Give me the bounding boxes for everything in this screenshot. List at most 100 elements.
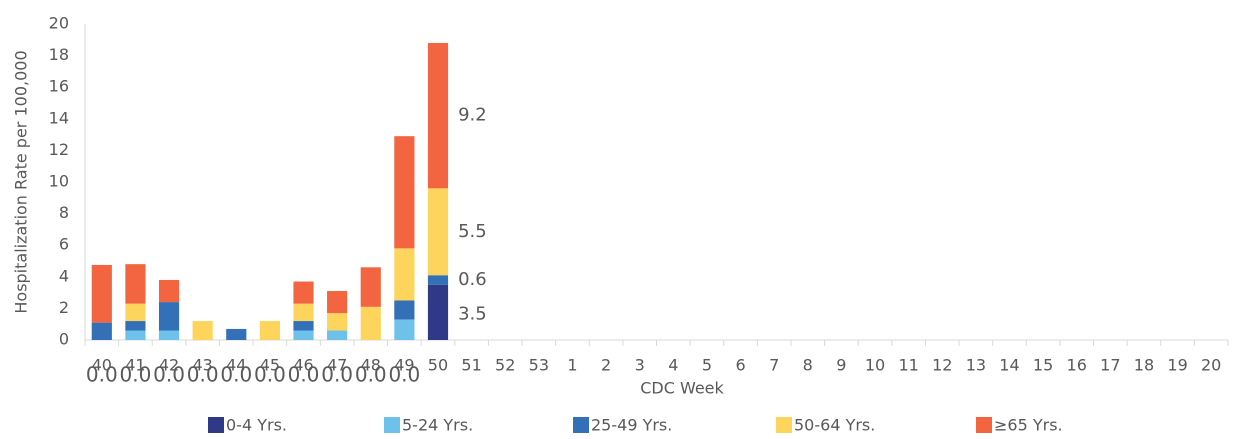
bar-segment: [293, 321, 314, 331]
x-tick-label: 12: [932, 356, 952, 375]
data-label: 0.0: [321, 363, 353, 387]
bar-segment: [360, 306, 381, 340]
legend-label: ≥65 Yrs.: [994, 416, 1063, 435]
x-tick-label: 13: [966, 356, 986, 375]
data-label: 0.0: [187, 363, 219, 387]
bar-segment: [427, 42, 449, 189]
data-label: 0.0: [120, 363, 152, 387]
x-tick-label: 20: [1201, 356, 1221, 375]
data-label: 0.0: [254, 363, 286, 387]
bar-segment: [125, 321, 146, 331]
legend-label: 0-4 Yrs.: [226, 416, 287, 435]
x-tick-label: 8: [803, 356, 813, 375]
data-label: 0.0: [288, 363, 320, 387]
bar-segment: [394, 319, 415, 340]
bar-segment: [293, 330, 314, 340]
bar-segment: [158, 302, 180, 331]
bar-segment: [91, 322, 112, 340]
x-tick-label: 45: [260, 356, 280, 375]
bar-segment: [327, 313, 348, 331]
y-tick-label: 18: [49, 45, 69, 64]
bar-segment: [158, 279, 180, 303]
bar-segment: [327, 291, 348, 314]
bar-segment: [394, 248, 415, 301]
y-tick-label: 8: [59, 203, 69, 222]
bar-segment: [259, 321, 280, 340]
x-tick-label: 4: [668, 356, 678, 375]
y-tick-label: 16: [49, 77, 69, 96]
bar-segment: [427, 188, 449, 276]
x-tick-label: 5: [702, 356, 712, 375]
x-tick-label: 18: [1134, 356, 1154, 375]
x-tick-label: 49: [394, 356, 414, 375]
x-tick-label: 46: [293, 356, 313, 375]
bar-segment: [91, 264, 112, 323]
bar-segment: [125, 330, 146, 340]
y-tick-label: 4: [59, 266, 69, 285]
data-label: 0.0: [388, 363, 420, 387]
legend-swatch: [384, 417, 400, 433]
x-tick-label: 7: [769, 356, 779, 375]
x-tick-label: 2: [601, 356, 611, 375]
bar-segment: [192, 321, 213, 340]
data-label: 0.0: [355, 363, 387, 387]
data-label: 5.5: [458, 221, 487, 242]
x-tick-label: 50: [428, 356, 448, 375]
x-tick-label: 42: [159, 356, 179, 375]
x-tick-label: 17: [1100, 356, 1120, 375]
x-tick-label: 15: [1033, 356, 1053, 375]
bar-segment: [360, 267, 381, 307]
y-tick-label: 10: [49, 172, 69, 191]
x-tick-label: 6: [735, 356, 745, 375]
data-label: 0.0: [153, 363, 185, 387]
legend-swatch: [776, 417, 792, 433]
x-tick-label: 51: [461, 356, 481, 375]
x-tick-label: 16: [1067, 356, 1087, 375]
x-tick-label: 53: [529, 356, 549, 375]
x-tick-label: 52: [495, 356, 515, 375]
x-tick-label: 3: [635, 356, 645, 375]
legend-swatch: [208, 417, 224, 433]
y-tick-label: 14: [49, 108, 69, 127]
y-tick-label: 0: [59, 330, 69, 349]
x-tick-label: 9: [836, 356, 846, 375]
x-tick-label: 41: [125, 356, 145, 375]
data-label: 3.5: [458, 303, 487, 324]
y-tick-label: 2: [59, 298, 69, 317]
bar-segment: [125, 264, 146, 304]
x-tick-label: 11: [898, 356, 918, 375]
bar-segment: [158, 330, 180, 340]
y-tick-label: 12: [49, 140, 69, 159]
data-label: 0.0: [220, 363, 252, 387]
data-label: 0.0: [86, 363, 118, 387]
bar-segment: [394, 300, 415, 320]
data-label: 9.2: [458, 105, 487, 126]
x-tick-label: 19: [1167, 356, 1187, 375]
bar-segment: [293, 281, 314, 304]
x-tick-label: 47: [327, 356, 347, 375]
legend-label: 25-49 Yrs.: [591, 416, 672, 435]
bar-segment: [327, 330, 348, 340]
bar-segment: [427, 275, 449, 285]
legend-label: 50-64 Yrs.: [794, 416, 875, 435]
bar-segment: [226, 328, 247, 340]
x-tick-label: 40: [92, 356, 112, 375]
x-tick-label: 44: [226, 356, 246, 375]
legend-swatch: [573, 417, 589, 433]
legend-swatch: [976, 417, 992, 433]
x-tick-label: 48: [361, 356, 381, 375]
y-axis-label: Hospitalization Rate per 100,000: [12, 50, 31, 313]
y-tick-label: 6: [59, 235, 69, 254]
bar-segment: [293, 303, 314, 322]
bar-segment: [125, 303, 146, 322]
x-tick-label: 10: [865, 356, 885, 375]
x-tick-label: 1: [567, 356, 577, 375]
x-tick-label: 43: [192, 356, 212, 375]
x-axis-label: CDC Week: [640, 379, 724, 398]
legend-label: 5-24 Yrs.: [402, 416, 473, 435]
x-tick-label: 14: [999, 356, 1019, 375]
y-tick-label: 20: [49, 14, 69, 33]
bar-segment: [394, 136, 415, 249]
bar-segment: [427, 284, 449, 340]
